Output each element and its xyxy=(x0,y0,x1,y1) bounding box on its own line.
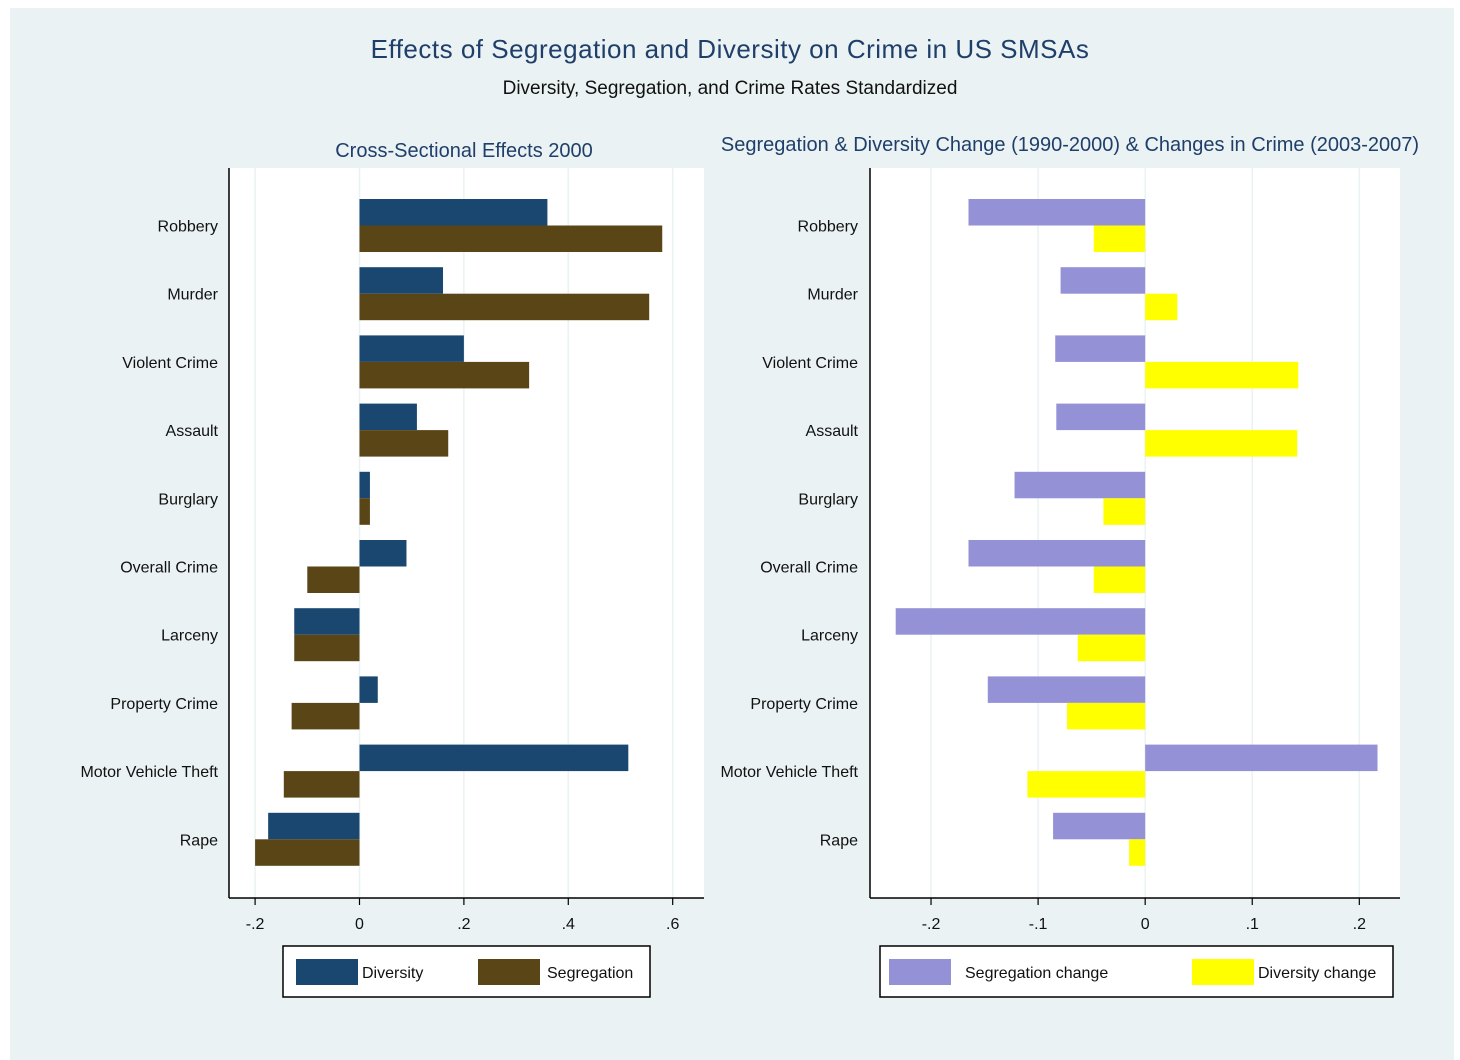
legend-label-segregation-change: Segregation change xyxy=(965,965,1108,982)
x-tick-label: .2 xyxy=(1353,916,1366,933)
category-label: Burglary xyxy=(158,491,218,508)
bar-segregation-change-overall-crime xyxy=(968,540,1146,567)
bar-diversity-murder xyxy=(359,267,444,294)
category-label: Overall Crime xyxy=(760,560,858,577)
category-label: Rape xyxy=(820,832,858,849)
bar-diversity-change-property-crime xyxy=(1067,702,1146,730)
category-label: Property Crime xyxy=(750,696,858,713)
category-label: Burglary xyxy=(798,491,858,508)
legend-swatch-diversity-change xyxy=(1192,959,1254,985)
bar-segregation-change-rape xyxy=(1053,812,1146,840)
bar-segregation-violent-crime xyxy=(359,361,530,389)
bar-segregation-change-burglary xyxy=(1014,471,1146,499)
category-label: Motor Vehicle Theft xyxy=(720,764,858,781)
x-tick-label: 0 xyxy=(1141,916,1150,933)
bar-diversity-change-murder xyxy=(1145,293,1178,321)
bar-diversity-burglary xyxy=(359,471,370,499)
bar-segregation-overall-crime xyxy=(307,566,360,593)
bar-diversity-change-violent-crime xyxy=(1145,361,1299,389)
category-label: Overall Crime xyxy=(120,560,218,577)
legend-label-segregation: Segregation xyxy=(547,965,633,982)
bar-segregation-robbery xyxy=(359,225,663,252)
bar-diversity-motor-vehicle-theft xyxy=(359,744,629,772)
category-label: Larceny xyxy=(801,628,858,645)
bar-diversity-change-larceny xyxy=(1077,634,1146,662)
x-tick-label: .6 xyxy=(666,916,679,933)
bar-diversity-robbery xyxy=(359,199,548,226)
legend-label-diversity-change: Diversity change xyxy=(1258,965,1376,982)
category-label: Larceny xyxy=(161,628,218,645)
legend: Diversity Segregation xyxy=(282,945,651,998)
bar-segregation-change-motor-vehicle-theft xyxy=(1145,744,1378,772)
category-label: Robbery xyxy=(158,219,218,236)
category-label: Murder xyxy=(167,287,218,304)
category-label: Motor Vehicle Theft xyxy=(80,764,218,781)
x-tick-label: .2 xyxy=(457,916,470,933)
panel-title: Segregation & Diversity Change (1990-200… xyxy=(721,134,1419,156)
x-tick-label: .1 xyxy=(1246,916,1259,933)
panel-1: Cross-Sectional Effects 2000 Robbery Murde… xyxy=(80,140,704,998)
legend-swatch-segregation-change xyxy=(889,959,951,985)
bar-diversity-assault xyxy=(359,403,417,431)
bar-segregation-burglary xyxy=(359,498,370,525)
x-tick-label: -.2 xyxy=(246,916,265,933)
bar-segregation-murder xyxy=(359,293,650,321)
panel-title: Cross-Sectional Effects 2000 xyxy=(335,140,593,162)
x-tick-label: -.2 xyxy=(922,916,941,933)
bar-diversity-change-assault xyxy=(1145,430,1298,457)
category-label: Assault xyxy=(806,423,859,440)
category-label: Property Crime xyxy=(110,696,218,713)
bar-segregation-change-robbery xyxy=(968,199,1146,226)
category-label: Murder xyxy=(807,287,858,304)
bar-diversity-change-robbery xyxy=(1093,225,1146,252)
x-tick-label: .4 xyxy=(562,916,575,933)
bar-diversity-change-burglary xyxy=(1103,498,1146,525)
category-label: Violent Crime xyxy=(122,355,218,372)
category-label: Violent Crime xyxy=(762,355,858,372)
bar-diversity-property-crime xyxy=(359,676,378,703)
bar-segregation-assault xyxy=(359,430,449,457)
legend: Segregation change Diversity change xyxy=(879,945,1394,998)
bar-diversity-change-motor-vehicle-theft xyxy=(1027,771,1146,798)
bar-segregation-motor-vehicle-theft xyxy=(283,771,360,798)
legend-box xyxy=(879,945,1394,998)
category-label: Assault xyxy=(166,423,219,440)
bar-segregation-change-violent-crime xyxy=(1055,335,1146,362)
bar-segregation-larceny xyxy=(294,634,360,662)
bar-segregation-change-murder xyxy=(1060,267,1146,294)
bar-diversity-larceny xyxy=(294,608,360,635)
bar-segregation-change-property-crime xyxy=(987,676,1146,703)
chart-subtitle: Diversity, Segregation, and Crime Rates … xyxy=(502,78,958,99)
category-label: Robbery xyxy=(798,219,858,236)
bar-segregation-property-crime xyxy=(291,702,360,730)
legend-swatch-segregation xyxy=(478,959,540,985)
x-tick-label: 0 xyxy=(355,916,364,933)
chart-title: Effects of Segregation and Diversity on … xyxy=(370,34,1090,64)
legend-swatch-diversity xyxy=(296,959,358,985)
bar-diversity-change-rape xyxy=(1129,839,1146,866)
bar-diversity-overall-crime xyxy=(359,540,407,567)
bar-diversity-violent-crime xyxy=(359,335,464,362)
x-tick-label: -.1 xyxy=(1029,916,1048,933)
bar-segregation-change-larceny xyxy=(895,608,1146,635)
bar-diversity-change-overall-crime xyxy=(1093,566,1146,593)
legend-label-diversity: Diversity xyxy=(362,965,423,982)
bar-segregation-rape xyxy=(255,839,360,866)
panel-2: Segregation & Diversity Change (1990-200… xyxy=(720,134,1419,998)
bar-diversity-rape xyxy=(268,812,360,840)
bar-segregation-change-assault xyxy=(1056,403,1146,431)
category-label: Rape xyxy=(180,832,218,849)
